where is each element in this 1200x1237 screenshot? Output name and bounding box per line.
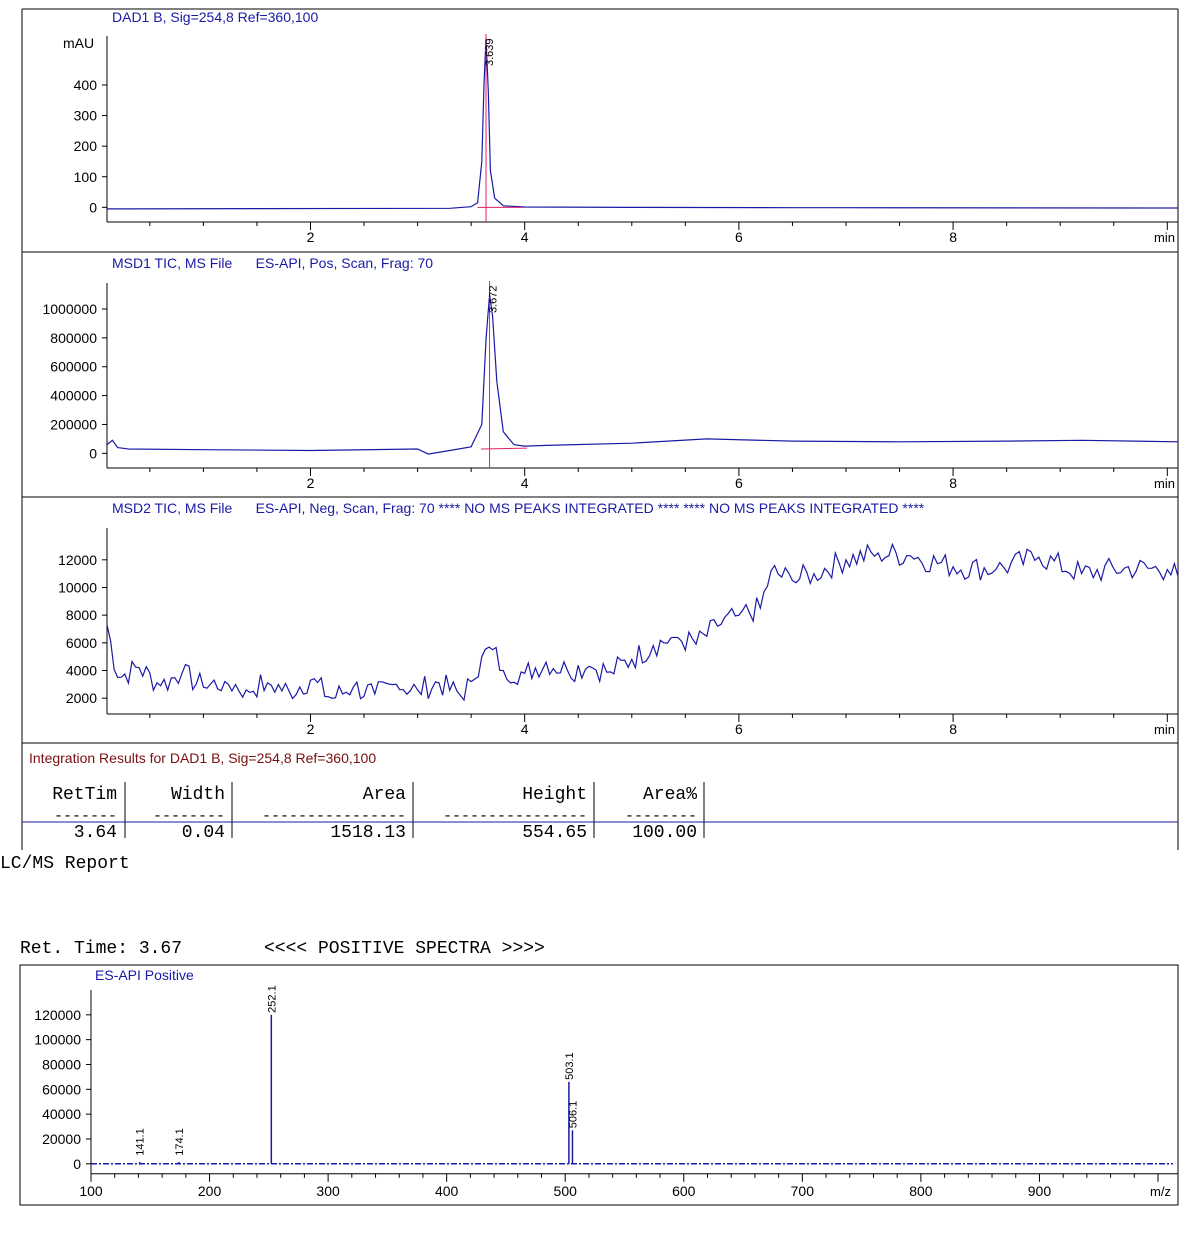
integration-table-rules — [21, 782, 1178, 838]
y-tick-label: 80000 — [42, 1056, 81, 1072]
dad1-chart: 0 100 200 300 400 2 4 6 8 min mAU 3.639 — [63, 34, 1179, 245]
x-tick-label: 100 — [79, 1183, 103, 1199]
y-tick-label: 200000 — [50, 416, 97, 432]
x-tick-label: 2 — [307, 229, 315, 245]
y-tick-label: 100000 — [34, 1032, 81, 1048]
spectrum-peak-label: 252.1 — [266, 985, 278, 1013]
x-tick-label: 2 — [307, 721, 315, 737]
value-height: 554.65 — [522, 823, 587, 843]
x-tick-label: 800 — [909, 1183, 933, 1199]
value-area-percent: 100.00 — [632, 823, 697, 843]
y-tick-label: 400000 — [50, 388, 97, 404]
separator-rettim: ------- — [54, 808, 117, 825]
separator-height: ---------------- — [443, 808, 587, 825]
x-tick-label: 8 — [949, 721, 957, 737]
x-tick-label: 4 — [521, 229, 529, 245]
spectrum-title: ES-API Positive — [95, 967, 194, 983]
msd1-chart: 0 200000 400000 600000 800000 1000000 2 4 6 8 min 3… — [42, 281, 1179, 491]
y-unit-label: mAU — [63, 35, 94, 51]
baseline-marker — [480, 447, 528, 450]
x-unit-label: min — [1154, 230, 1175, 245]
value-width: 0.04 — [182, 823, 225, 843]
x-unit-label: min — [1154, 476, 1175, 491]
header-area: Area — [363, 785, 406, 805]
x-tick-label: 4 — [521, 721, 529, 737]
y-tick-label: 0 — [89, 445, 97, 461]
y-tick-label: 100 — [74, 169, 98, 185]
spectrum-peak-label: 174.1 — [174, 1128, 186, 1156]
x-tick-label: 600 — [672, 1183, 696, 1199]
spectrum-peak-label: 503.1 — [564, 1052, 576, 1080]
spectra-header: <<<< POSITIVE SPECTRA >>>> — [264, 939, 545, 959]
x-unit-label: m/z — [1150, 1184, 1171, 1199]
y-tick-label: 8000 — [66, 607, 97, 623]
integration-table: RetTim Width Area Height Area% ------- -… — [52, 785, 697, 843]
x-tick-label: 8 — [949, 475, 957, 491]
x-tick-label: 300 — [316, 1183, 340, 1199]
peak-label: 3.672 — [488, 285, 500, 313]
x-tick-label: 6 — [735, 229, 743, 245]
x-tick-label: 2 — [307, 475, 315, 491]
spectrum-frame — [19, 964, 1179, 1206]
y-tick-label: 6000 — [66, 635, 97, 651]
header-rettim: RetTim — [52, 785, 117, 805]
y-tick-label: 0 — [89, 199, 97, 215]
y-tick-label: 2000 — [66, 690, 97, 706]
separator-area: ---------------- — [262, 808, 406, 825]
value-area: 1518.13 — [330, 823, 406, 843]
x-tick-label: 8 — [949, 229, 957, 245]
integration-title: Integration Results for DAD1 B, Sig=254,… — [29, 750, 376, 766]
spectrum-peak-label: 506.1 — [567, 1101, 579, 1129]
y-tick-label: 1000000 — [42, 301, 97, 317]
y-tick-label: 600000 — [50, 359, 97, 375]
x-tick-label: 4 — [521, 475, 529, 491]
dad1-panel-title: DAD1 B, Sig=254,8 Ref=360,100 — [112, 9, 318, 25]
x-tick-label: 6 — [735, 721, 743, 737]
y-tick-label: 0 — [73, 1156, 81, 1172]
spectrum-peak-label: 141.1 — [135, 1128, 147, 1156]
x-tick-label: 500 — [554, 1183, 578, 1199]
msd1-panel-title: MSD1 TIC, MS File ES-API, Pos, Scan, Fra… — [112, 255, 433, 271]
signal-trace — [106, 37, 1179, 210]
y-tick-label: 20000 — [42, 1131, 81, 1147]
header-area-percent: Area% — [643, 785, 697, 805]
y-tick-label: 10000 — [58, 579, 97, 595]
y-tick-label: 300 — [74, 108, 98, 124]
chromatogram-frame — [21, 8, 1179, 850]
msd2-panel-title: MSD2 TIC, MS File ES-API, Neg, Scan, Fra… — [112, 500, 925, 516]
msd2-chart: 2000 4000 6000 8000 10000 12000 2 4 6 8 min — [58, 528, 1179, 737]
y-tick-label: 400 — [74, 77, 98, 93]
signal-trace — [106, 542, 1179, 702]
y-tick-label: 800000 — [50, 330, 97, 346]
y-tick-label: 40000 — [42, 1106, 81, 1122]
header-width: Width — [171, 785, 225, 805]
y-tick-label: 200 — [74, 138, 98, 154]
peak-label: 3.639 — [484, 38, 496, 66]
y-tick-label: 12000 — [58, 552, 97, 568]
x-tick-label: 200 — [198, 1183, 222, 1199]
header-height: Height — [522, 785, 587, 805]
y-tick-label: 4000 — [66, 662, 97, 678]
x-tick-label: 400 — [435, 1183, 459, 1199]
x-tick-label: 6 — [735, 475, 743, 491]
report-label: LC/MS Report — [0, 854, 130, 874]
signal-trace — [106, 294, 1179, 455]
x-tick-label: 700 — [791, 1183, 815, 1199]
y-tick-label: 120000 — [34, 1007, 81, 1023]
spectrum-chart: 0 20000 40000 60000 80000 100000 120000 100 200 3… — [34, 985, 1178, 1199]
separator-width: -------- — [153, 808, 225, 825]
y-tick-label: 60000 — [42, 1081, 81, 1097]
value-rettim: 3.64 — [74, 823, 117, 843]
ret-time: Ret. Time: 3.67 — [20, 939, 182, 959]
separator-area-percent: -------- — [625, 808, 697, 825]
x-unit-label: min — [1154, 722, 1175, 737]
x-tick-label: 900 — [1028, 1183, 1052, 1199]
